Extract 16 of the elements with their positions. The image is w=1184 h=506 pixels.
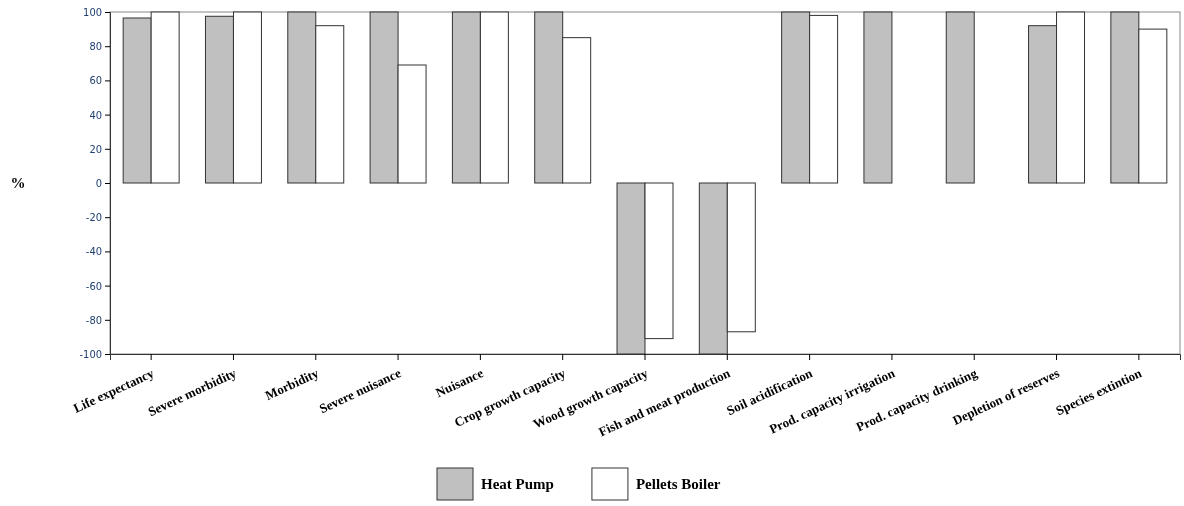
y-tick-label: -20 xyxy=(85,211,102,225)
y-tick-label: -60 xyxy=(85,279,102,293)
y-tick-label: 20 xyxy=(89,142,102,156)
y-tick-label: 60 xyxy=(89,74,102,88)
bar xyxy=(863,11,893,184)
y-tick-label: -100 xyxy=(79,348,102,362)
bar xyxy=(945,11,975,184)
y-tick-label: 40 xyxy=(89,108,102,122)
y-tick-label: 80 xyxy=(89,40,102,54)
y-tick-label: -80 xyxy=(85,313,102,327)
legend-label: Pellets Boiler xyxy=(635,476,721,492)
y-tick-label: -40 xyxy=(85,245,102,259)
y-axis-title: % xyxy=(10,175,26,191)
y-tick-label: 0 xyxy=(95,177,102,191)
legend-label: Heat Pump xyxy=(481,476,554,492)
y-tick-label: 100 xyxy=(83,6,102,20)
